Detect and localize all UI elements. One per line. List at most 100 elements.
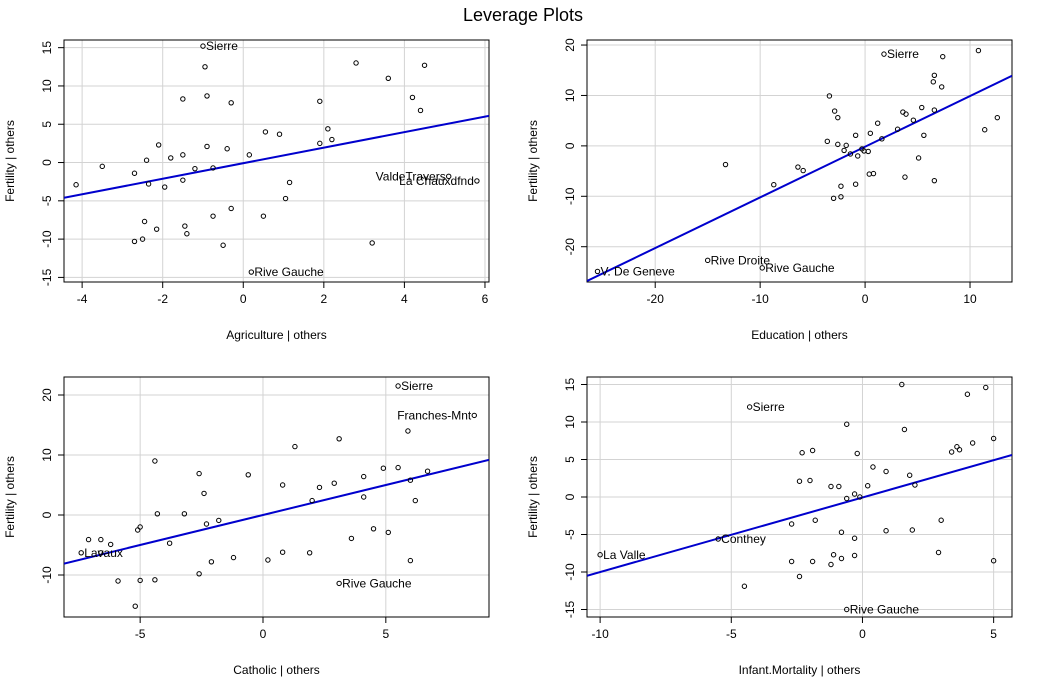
data-point: [799, 450, 805, 456]
data-point: [899, 381, 905, 388]
data-point: [405, 428, 411, 434]
y-tick-label: 15: [40, 41, 54, 55]
data-point: [316, 484, 323, 491]
data-point: [152, 458, 158, 464]
data-point: [771, 181, 777, 188]
data-point: [141, 218, 148, 225]
data-point: [331, 480, 337, 486]
point-label: ValdeTravers: [376, 169, 446, 183]
data-point: [795, 164, 801, 170]
data-point: [956, 447, 963, 453]
data-point: [594, 268, 601, 275]
x-axis-label: Infant.Mortality | others: [739, 663, 861, 677]
data-point: [248, 269, 255, 275]
point-label: La Valle: [603, 548, 646, 562]
y-tick-label: -10: [40, 230, 54, 248]
data-point: [948, 449, 955, 455]
data-point: [276, 131, 283, 137]
data-point: [474, 178, 480, 184]
y-tick-label: 0: [563, 493, 577, 500]
plot-frame: [63, 39, 490, 283]
data-point: [265, 557, 271, 563]
x-tick-label: 6: [482, 292, 489, 306]
y-tick-label: 10: [563, 88, 577, 102]
data-point: [446, 173, 452, 180]
data-point: [938, 84, 945, 90]
data-point: [180, 152, 186, 158]
y-tick-label: -5: [40, 195, 54, 206]
data-point: [139, 236, 146, 242]
x-tick-label: -5: [726, 627, 737, 641]
data-point: [722, 161, 729, 168]
y-axis-label: Fertility | others: [3, 120, 17, 202]
x-tick-label: 10: [963, 292, 977, 306]
data-point: [200, 43, 206, 49]
fit-line: [64, 114, 489, 199]
y-tick-label: 5: [563, 456, 577, 463]
data-point: [210, 213, 216, 219]
x-tick-label: 0: [862, 292, 869, 306]
data-point: [282, 195, 289, 202]
data-point: [143, 157, 150, 163]
y-tick-label: 10: [563, 415, 577, 429]
data-point: [325, 126, 331, 132]
data-point: [835, 141, 841, 148]
data-point: [838, 183, 844, 189]
data-point: [99, 163, 105, 170]
data-point: [931, 72, 938, 78]
x-tick-label: 0: [260, 627, 267, 641]
y-tick-label: 0: [40, 159, 54, 166]
data-point: [938, 517, 944, 523]
data-point: [854, 450, 860, 457]
data-point: [395, 383, 401, 389]
data-point: [166, 540, 173, 546]
data-point: [182, 223, 188, 229]
data-point: [380, 465, 387, 471]
data-point: [807, 477, 813, 484]
figure-title: Leverage Plots: [463, 5, 583, 25]
data-point: [224, 146, 230, 152]
y-tick-label: 10: [40, 448, 54, 462]
x-tick-label: 5: [382, 627, 389, 641]
data-point: [192, 165, 198, 172]
data-point: [131, 238, 138, 245]
data-point: [412, 497, 419, 504]
data-point: [964, 391, 971, 397]
x-tick-label: 4: [401, 292, 408, 306]
data-point: [983, 384, 989, 391]
data-point: [940, 53, 946, 60]
data-point: [852, 181, 859, 187]
x-tick-label: -10: [751, 292, 769, 306]
data-point: [407, 557, 414, 564]
data-point: [220, 242, 226, 248]
data-point: [306, 550, 313, 556]
y-tick-label: -10: [563, 187, 577, 205]
data-point: [417, 107, 424, 114]
data-point: [85, 536, 92, 543]
data-point: [812, 517, 818, 523]
data-point: [809, 558, 816, 565]
data-point: [329, 136, 335, 143]
data-point: [909, 527, 916, 533]
data-point: [228, 100, 234, 106]
x-tick-label: -5: [135, 627, 146, 641]
y-tick-label: 15: [563, 378, 577, 392]
point-label: Franches-Mnt: [397, 408, 472, 422]
data-point: [286, 179, 293, 186]
data-point: [210, 165, 216, 171]
y-tick-label: 0: [40, 511, 54, 518]
point-label: Rive Droite: [711, 253, 771, 267]
data-point: [370, 526, 377, 532]
y-axis-label: Fertility | others: [526, 120, 540, 202]
x-axis-label: Agriculture | others: [226, 328, 327, 342]
data-point: [836, 483, 842, 490]
data-point: [292, 443, 298, 450]
data-point: [168, 155, 174, 161]
y-tick-label: 10: [40, 79, 54, 93]
y-tick-label: -20: [563, 238, 577, 256]
data-point: [994, 114, 1001, 121]
data-point: [894, 126, 901, 132]
data-point: [246, 152, 253, 158]
x-tick-label: 0: [859, 627, 866, 641]
data-point: [348, 535, 355, 542]
